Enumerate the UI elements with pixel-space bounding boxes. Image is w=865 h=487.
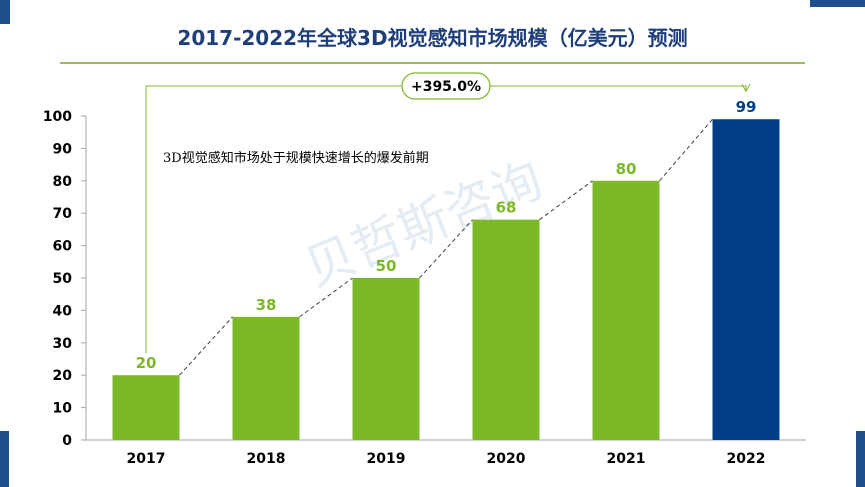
trend-segment bbox=[299, 277, 353, 318]
data-label-2021: 80 bbox=[616, 160, 637, 178]
y-tick-labels: 0 10 20 30 40 50 60 70 80 90 100 bbox=[43, 109, 72, 449]
data-label-2022: 99 bbox=[736, 98, 757, 116]
data-label-2019: 50 bbox=[376, 257, 397, 275]
title-divider bbox=[60, 62, 805, 64]
corner-decoration-top-left bbox=[0, 0, 10, 24]
x-tick-label-2019: 2019 bbox=[367, 451, 406, 467]
bar-2021 bbox=[592, 180, 660, 441]
x-tick-labels: 2017 2018 2019 2020 2021 2022 bbox=[127, 451, 766, 467]
y-tick-label: 50 bbox=[53, 271, 73, 287]
chart-title: 2017-2022年全球3D视觉感知市场规模（亿美元）预测 bbox=[177, 26, 688, 50]
corner-decoration-top-right bbox=[810, 0, 865, 7]
bar-2018 bbox=[232, 316, 300, 440]
trend-line bbox=[179, 118, 713, 376]
y-tick-label: 40 bbox=[53, 303, 73, 319]
x-tick-label-2022: 2022 bbox=[727, 451, 766, 467]
data-label-2020: 68 bbox=[496, 199, 517, 217]
data-label-2017: 20 bbox=[136, 354, 157, 372]
y-tick-label: 30 bbox=[53, 336, 73, 352]
axes bbox=[81, 115, 806, 441]
y-tick-label: 90 bbox=[53, 141, 73, 157]
bar-2019 bbox=[352, 278, 420, 440]
trend-segment bbox=[659, 118, 713, 182]
growth-arrowhead bbox=[741, 83, 751, 93]
data-label-2018: 38 bbox=[256, 296, 277, 314]
corner-decoration-bottom-right bbox=[856, 431, 865, 487]
growth-annotation: +395.0% bbox=[145, 72, 751, 354]
y-tick-label: 0 bbox=[62, 433, 72, 449]
data-labels: 20 38 50 68 80 99 bbox=[136, 98, 757, 372]
bar-2022 bbox=[712, 119, 780, 441]
x-tick-label-2018: 2018 bbox=[247, 451, 286, 467]
y-tick-label: 60 bbox=[53, 239, 73, 255]
bar-2017 bbox=[112, 375, 180, 440]
y-tick-label: 10 bbox=[53, 401, 73, 417]
y-tick-label: 20 bbox=[53, 368, 73, 384]
x-tick-label-2017: 2017 bbox=[127, 451, 166, 467]
bars bbox=[112, 119, 780, 441]
trend-segment bbox=[179, 316, 233, 376]
chart-note: 3D视觉感知市场处于规模快速增长的爆发前期 bbox=[163, 150, 429, 166]
trend-segment bbox=[419, 219, 473, 279]
corner-decoration-bottom-left bbox=[0, 431, 9, 487]
y-tick-label: 80 bbox=[53, 174, 73, 190]
y-tick-label: 70 bbox=[53, 206, 73, 222]
trend-segment bbox=[539, 180, 593, 221]
growth-badge bbox=[401, 72, 491, 100]
growth-badge-label: +395.0% bbox=[411, 79, 481, 95]
x-tick-label-2021: 2021 bbox=[607, 451, 646, 467]
y-tick-label: 100 bbox=[43, 109, 72, 125]
x-tick-label-2020: 2020 bbox=[487, 451, 526, 467]
bar-2020 bbox=[472, 219, 540, 440]
